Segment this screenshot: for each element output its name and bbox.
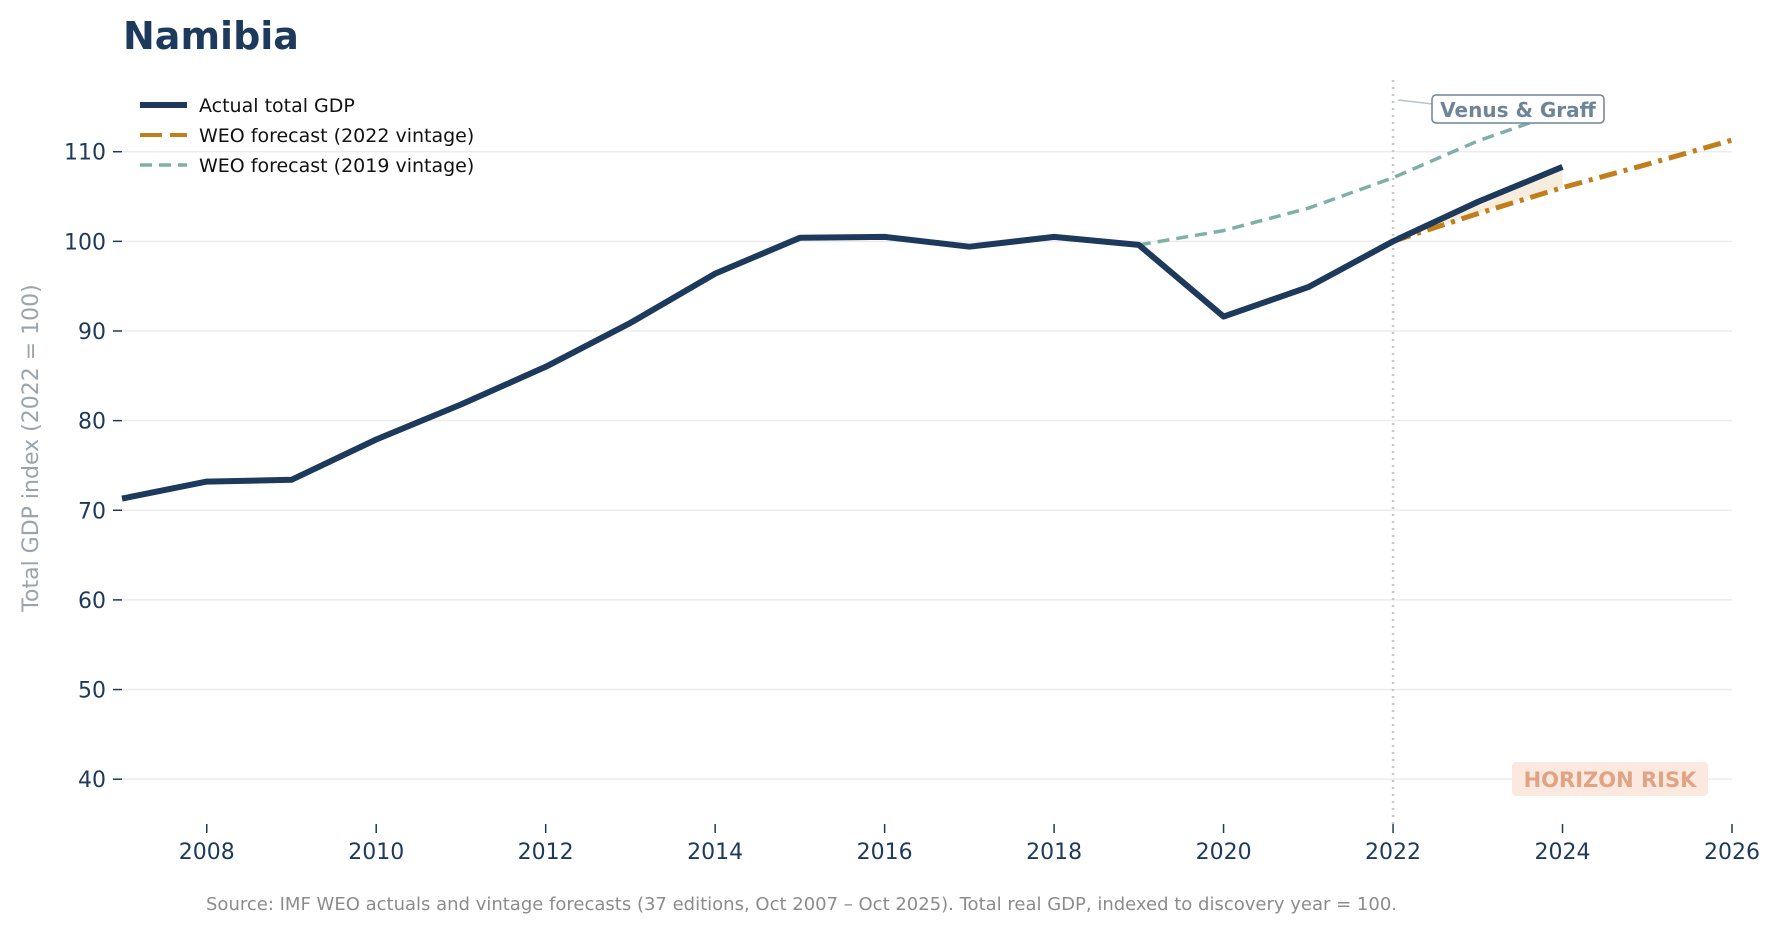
x-tick-label: 2010 — [348, 840, 404, 865]
x-tick-label: 2016 — [857, 840, 913, 865]
y-tick-label: 90 — [78, 320, 106, 345]
y-tick-label: 40 — [78, 768, 106, 793]
series-line-0 — [121, 164, 1564, 502]
source-note: Source: IMF WEO actuals and vintage fore… — [206, 894, 1397, 915]
x-tick-label: 2024 — [1535, 840, 1591, 865]
y-tick-label: 110 — [64, 141, 106, 166]
chart-title: Namibia — [123, 14, 299, 58]
horizon-risk-badge — [1512, 762, 1708, 796]
legend-label: WEO forecast (2019 vintage) — [199, 155, 474, 177]
annotation-leader — [1397, 99, 1434, 105]
annotation-label: Venus & Graff — [1440, 98, 1596, 122]
horizon-risk-label: HORIZON RISK — [1524, 768, 1697, 792]
y-tick-label: 50 — [78, 679, 106, 704]
legend-label: Actual total GDP — [199, 95, 355, 117]
grid-lines — [122, 150, 1732, 780]
x-tick-label: 2022 — [1365, 840, 1421, 865]
y-tick-label: 80 — [78, 410, 106, 435]
x-tick-label: 2012 — [518, 840, 574, 865]
series-line-1 — [1392, 137, 1733, 244]
axes: 40 50 60 70 80 90 100 110 2008 2010 2012 2014 2016 20… — [64, 141, 1760, 865]
annotation-box — [1431, 94, 1605, 124]
y-tick-label: 70 — [78, 499, 106, 524]
series-line-2 — [1138, 109, 1564, 247]
y-tick-label: 100 — [64, 230, 106, 255]
x-tick-label: 2008 — [179, 840, 235, 865]
x-tick-label: 2014 — [687, 840, 743, 865]
annotations: Venus & Graff HORIZON RISK — [1397, 94, 1708, 796]
y-tick-label: 60 — [78, 589, 106, 614]
legend: Actual total GDP WEO forecast (2022 vinta… — [140, 95, 474, 177]
legend-label: WEO forecast (2022 vintage) — [199, 125, 474, 147]
series-lines — [121, 109, 1733, 502]
x-tick-label: 2020 — [1196, 840, 1252, 865]
x-tick-label: 2026 — [1704, 840, 1760, 865]
x-tick-label: 2018 — [1026, 840, 1082, 865]
y-axis-label: Total GDP index (2022 = 100) — [19, 284, 44, 612]
